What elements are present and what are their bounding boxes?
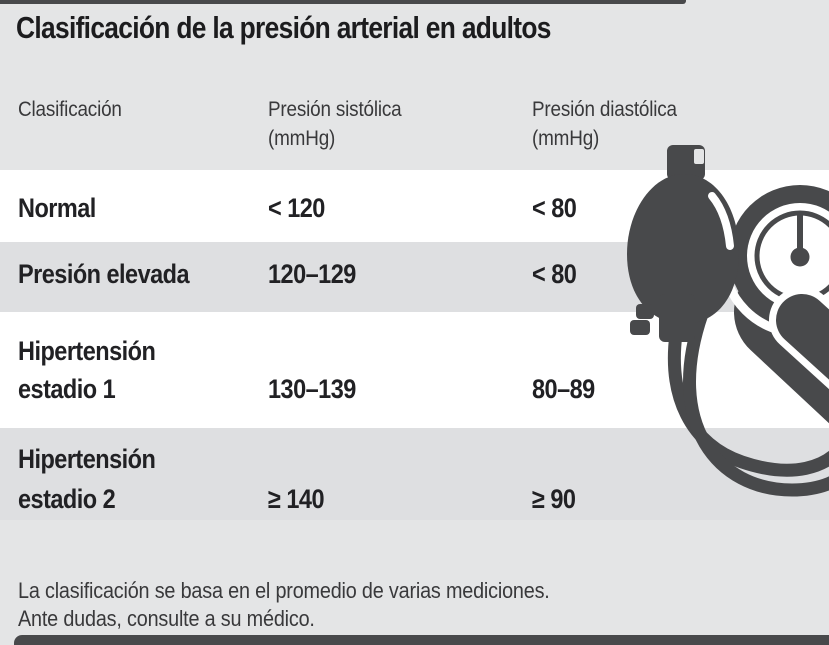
diastolic-cell: < 80 — [532, 259, 577, 289]
footnote-line2: Ante dudas, consulte a su médico. — [18, 606, 315, 631]
classification-cell: Hipertensión — [18, 444, 156, 474]
classification-cell-line2: estadio 1 — [18, 374, 116, 404]
header-diastolic-unit: (mmHg) — [532, 127, 600, 150]
gauge-icon — [718, 174, 829, 390]
diastolic-cell: ≥ 90 — [532, 484, 576, 514]
diastolic-cell: 80–89 — [532, 374, 595, 404]
systolic-cell: < 120 — [268, 193, 325, 223]
header-systolic-unit: (mmHg) — [268, 127, 336, 150]
header-classification: Clasificación — [18, 98, 122, 121]
systolic-cell: 130–139 — [268, 374, 356, 404]
systolic-cell: 120–129 — [268, 259, 356, 289]
sphygmomanometer-icon — [627, 145, 829, 497]
classification-cell: Normal — [18, 193, 96, 223]
diastolic-cell: < 80 — [532, 193, 577, 223]
bottom-accent-bar — [14, 635, 829, 645]
header-systolic: Presión sistólica — [268, 98, 402, 121]
top-accent-bar — [0, 0, 686, 4]
page-title: Clasificación de la presión arterial en … — [16, 10, 551, 45]
row-band-stage2 — [0, 428, 829, 520]
classification-cell: Hipertensión — [18, 336, 156, 366]
pump-bulb-icon — [627, 145, 739, 342]
header-diastolic: Presión diastólica — [532, 98, 677, 121]
tube-icon — [667, 307, 829, 497]
footnote-line1: La clasificación se basa en el promedio … — [18, 578, 550, 603]
classification-cell-line2: estadio 2 — [18, 484, 116, 514]
classification-cell: Presión elevada — [18, 259, 190, 289]
systolic-cell: ≥ 140 — [268, 484, 325, 514]
